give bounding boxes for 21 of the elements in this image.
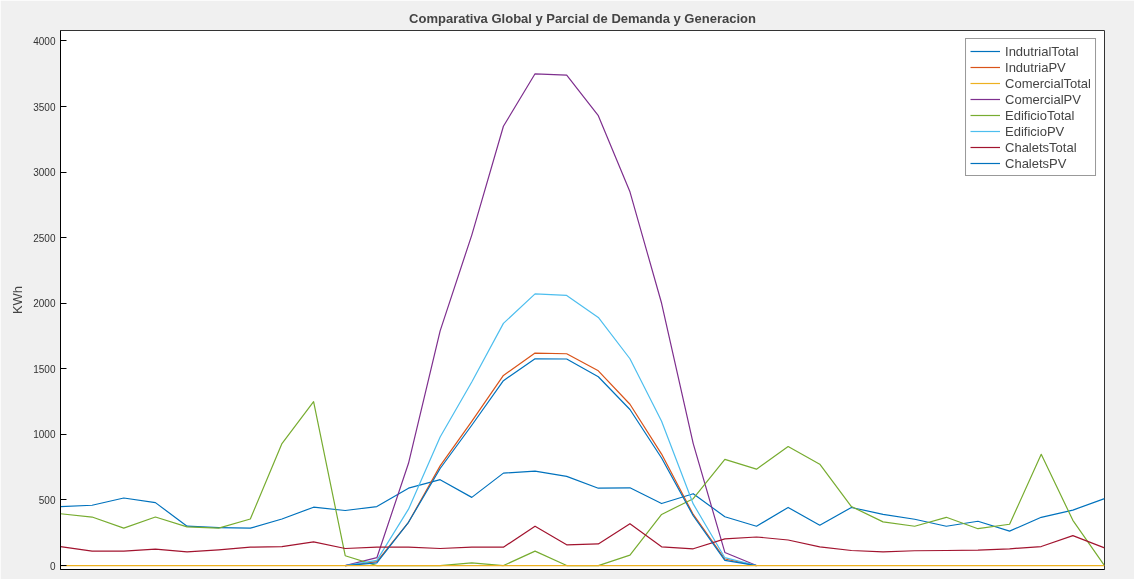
legend-label: IndutrialTotal — [1005, 43, 1079, 59]
legend-label: ChaletsTotal — [1005, 139, 1077, 155]
legend-label: EdificioTotal — [1005, 107, 1075, 123]
legend-label: ChaletsPV — [1005, 155, 1067, 171]
line-series — [344, 73, 758, 567]
legend-label: IndutriaPV — [1005, 59, 1066, 75]
y-tick-label: 2500 — [33, 232, 56, 244]
y-tick-label: 3500 — [33, 101, 56, 113]
y-tick-label: 2000 — [33, 298, 56, 310]
legend-label: EdificioPV — [1005, 123, 1065, 139]
chart-title: Comparativa Global y Parcial de Demanda y Generacion — [409, 10, 756, 26]
legend-label: ComercialTotal — [1005, 75, 1091, 91]
y-tick-label: 4000 — [33, 35, 56, 47]
legend-label: ComercialPV — [1005, 91, 1081, 107]
line-series — [60, 523, 1105, 553]
y-tick-label: 3000 — [33, 167, 56, 179]
y-tick-label: 0 — [49, 560, 56, 572]
y-tick-label: 1000 — [33, 429, 56, 441]
y-tick-label: 1500 — [33, 363, 56, 375]
y-tick-label: 500 — [38, 494, 56, 506]
y-axis-title: KWh — [10, 285, 26, 315]
